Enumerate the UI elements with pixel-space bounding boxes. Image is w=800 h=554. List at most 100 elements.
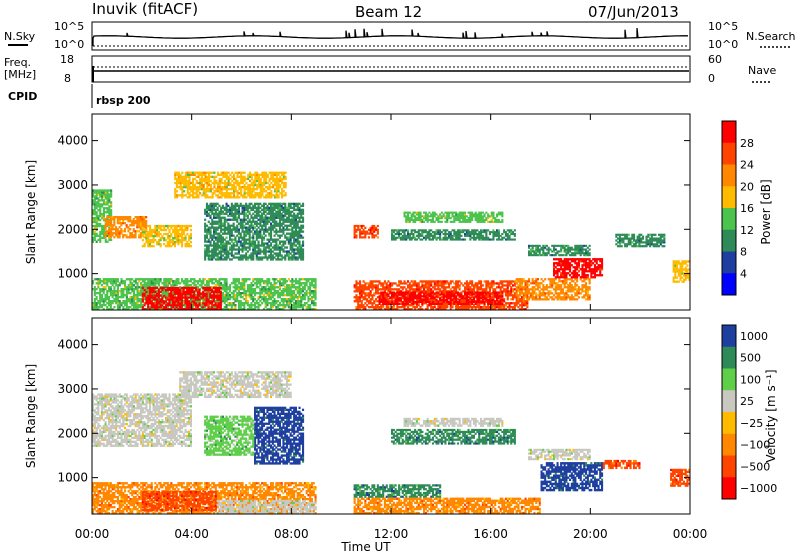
power-cell: [188, 192, 191, 195]
power-cell: [287, 224, 290, 227]
power-cell: [92, 213, 95, 216]
power-cell: [314, 308, 317, 311]
power-cell: [99, 236, 102, 239]
power-cell: [108, 298, 111, 301]
power-cell: [407, 300, 410, 303]
power-cell: [296, 258, 299, 261]
power-cell: [225, 208, 228, 211]
power-cell: [192, 194, 195, 197]
power-cell: [108, 222, 111, 225]
power-cell: [156, 243, 159, 246]
power-cell: [278, 250, 281, 253]
power-cell: [220, 244, 223, 247]
power-cell: [216, 236, 219, 239]
power-cell: [99, 290, 102, 293]
power-cell: [359, 286, 362, 289]
power-cell: [360, 300, 363, 303]
power-cell: [156, 306, 159, 309]
power-cell: [207, 290, 210, 293]
power-cell: [130, 224, 133, 227]
power-cell: [248, 304, 251, 307]
power-cell: [106, 220, 109, 223]
power-cell: [195, 286, 198, 290]
power-cell: [284, 304, 287, 307]
power-cell: [97, 197, 100, 200]
power-cell: [426, 282, 429, 285]
power-cell: [266, 238, 269, 241]
power-cell: [175, 288, 178, 292]
power-cell: [373, 280, 376, 283]
power-cell: [211, 234, 214, 237]
power-cell: [280, 254, 283, 257]
power-cell: [412, 288, 415, 291]
power-cell: [236, 284, 239, 287]
power-cell: [275, 302, 278, 305]
power-cell: [149, 228, 152, 232]
power-cell: [218, 250, 221, 253]
power-cell: [270, 171, 273, 174]
power-cell: [145, 228, 148, 232]
power-cell: [360, 306, 363, 309]
power-cell: [234, 280, 237, 283]
power-cell: [383, 286, 386, 289]
power-cell: [271, 278, 274, 281]
power-cell: [214, 296, 217, 299]
power-cell: [205, 254, 208, 257]
power-cell: [211, 248, 214, 251]
power-cell: [204, 308, 207, 311]
power-cell: [465, 308, 468, 311]
power-cell: [216, 256, 219, 259]
power-cell: [129, 298, 132, 301]
power-cell: [266, 181, 269, 185]
power-cell: [246, 232, 249, 235]
power-cell: [294, 244, 297, 247]
power-cell: [281, 179, 284, 183]
power-cell: [300, 248, 303, 251]
power-cell: [170, 294, 173, 297]
power-cell: [166, 292, 169, 295]
power-cell: [284, 256, 287, 259]
power-cell: [134, 236, 137, 239]
power-cell: [421, 284, 424, 287]
power-cell: [273, 246, 276, 249]
power-cell: [293, 252, 296, 255]
power-cell: [216, 298, 219, 301]
power-cell: [196, 304, 199, 307]
power-cell: [149, 306, 152, 309]
power-cell: [252, 224, 255, 227]
power-cell: [165, 245, 168, 248]
power-cell: [198, 280, 201, 283]
power-cell: [173, 286, 176, 290]
power-cell: [243, 294, 246, 297]
power-cell: [270, 232, 273, 235]
power-cell: [250, 302, 253, 305]
power-cell: [232, 304, 235, 307]
power-cell: [99, 294, 102, 297]
power-cell: [399, 306, 402, 309]
power-cell: [289, 242, 292, 245]
power-cell: [145, 234, 148, 238]
power-cell: [129, 234, 132, 237]
power-cell: [300, 298, 303, 301]
power-cell: [293, 224, 296, 227]
power-cell: [266, 278, 269, 281]
power-cell: [261, 175, 264, 178]
power-cell: [270, 216, 273, 219]
power-cell: [141, 234, 144, 238]
power-cell: [282, 226, 285, 229]
power-cell: [442, 286, 445, 289]
power-cell: [250, 298, 253, 301]
power-cell: [118, 296, 121, 299]
power-cell: [287, 218, 290, 221]
power-cell: [270, 288, 273, 291]
power-cell: [291, 284, 294, 287]
power-cell: [273, 278, 276, 281]
power-cell: [207, 286, 210, 290]
power-cell: [266, 242, 269, 245]
power-cell: [177, 306, 180, 309]
power-cell: [99, 280, 102, 283]
power-cell: [136, 304, 139, 307]
power-cell: [148, 298, 151, 301]
power-cell: [314, 292, 317, 295]
power-cell: [141, 290, 144, 293]
